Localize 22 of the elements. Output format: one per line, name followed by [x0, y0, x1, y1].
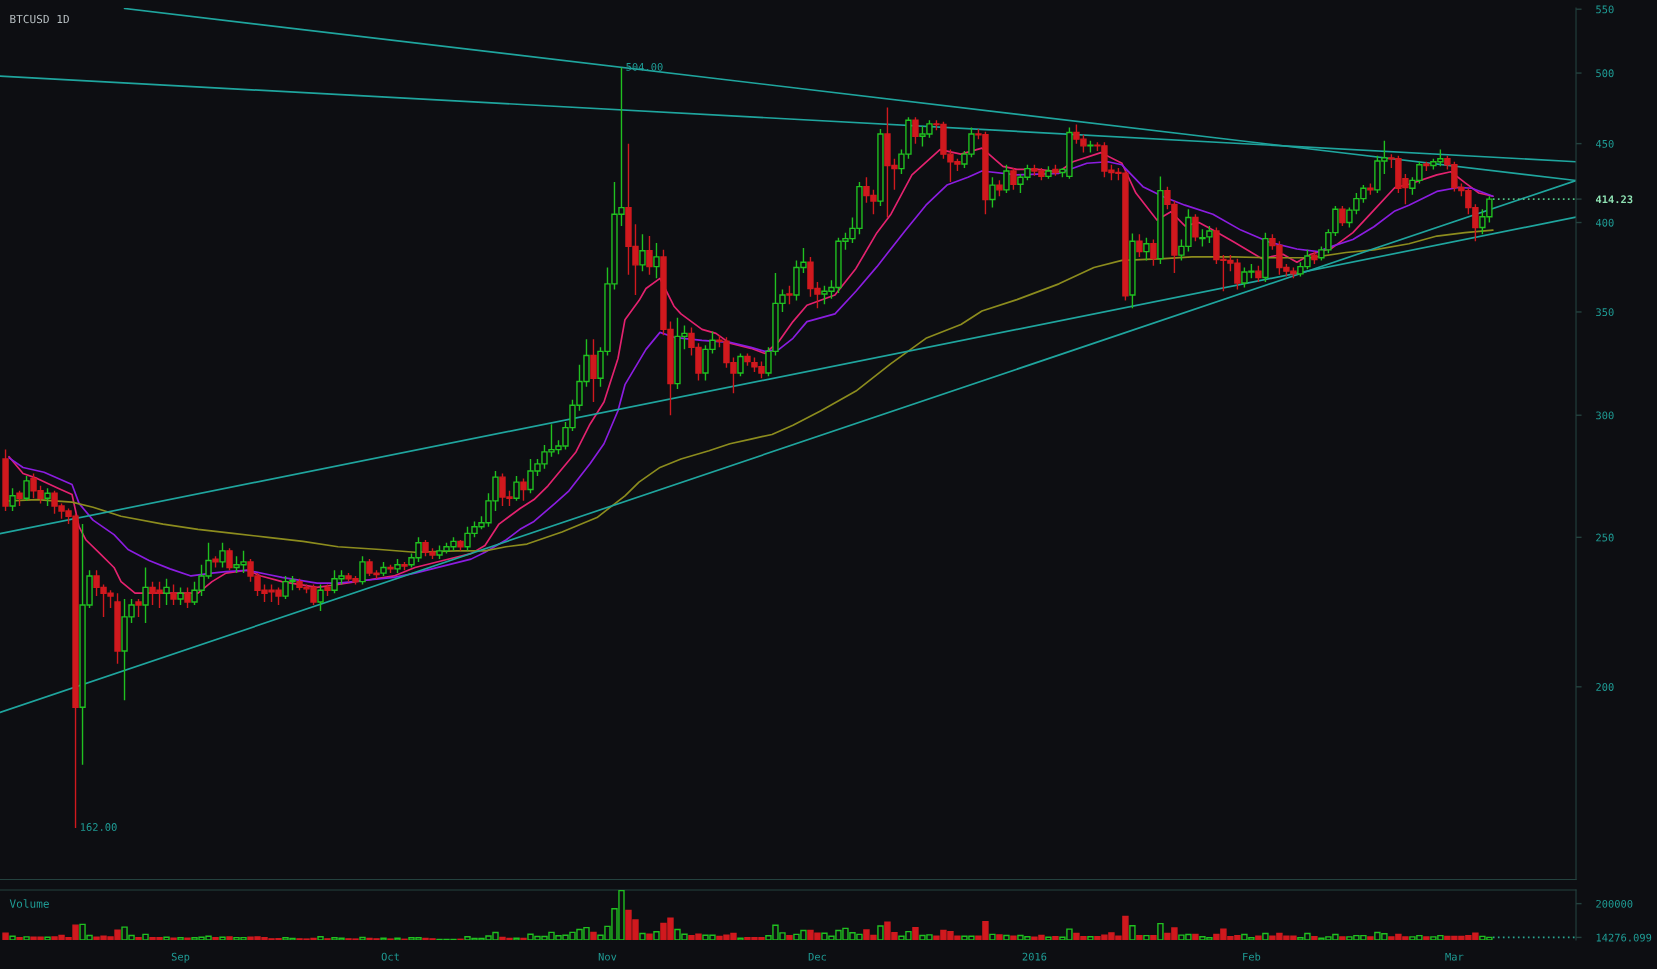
- chart-title: BTCUSD 1D: [10, 14, 69, 24]
- x-tick-label: Nov: [598, 952, 617, 961]
- y-tick-label: 500: [1596, 69, 1614, 78]
- y-tick-label: 350: [1596, 308, 1614, 317]
- y-tick-label: 250: [1596, 533, 1614, 542]
- y-tick-label: 14276.099: [1596, 933, 1652, 942]
- annotation: 504.00: [626, 62, 663, 71]
- y-tick-label: 200: [1596, 683, 1614, 691]
- text: Volume: [9, 899, 49, 908]
- y-tick-label: 400: [1595, 218, 1614, 227]
- x-tick-label: Sep: [171, 952, 190, 963]
- y-tick-label: 200000: [1596, 899, 1633, 908]
- y-tick-label: 300: [1596, 411, 1614, 420]
- x-tick-label: Mar: [1445, 952, 1464, 961]
- y-tick-label: 550: [1596, 5, 1614, 14]
- y-tick-label: 414.23: [1595, 195, 1633, 204]
- x-tick-label: Dec: [808, 952, 826, 961]
- x-tick-label: Oct: [381, 952, 399, 961]
- y-tick-label: 450: [1595, 139, 1614, 148]
- annotation: 162.00: [80, 823, 117, 831]
- x-tick-label: Feb: [1243, 952, 1261, 961]
- x-tick-label: 2016: [1022, 952, 1047, 961]
